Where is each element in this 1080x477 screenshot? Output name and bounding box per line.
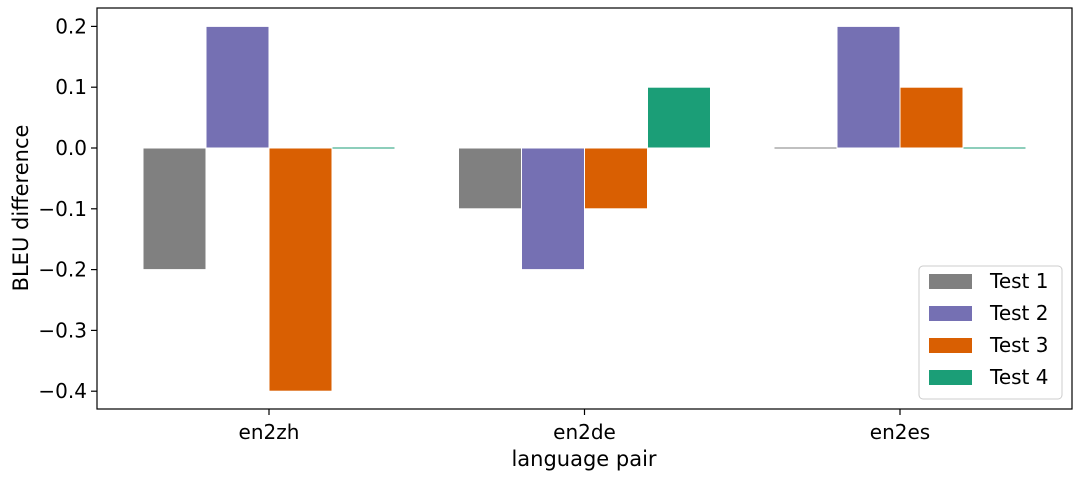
bars-layer	[142, 25, 1027, 392]
y-tick-label: −0.2	[38, 258, 87, 282]
bar-test-3-en2zh	[268, 147, 333, 392]
bar-test-1-en2zh	[142, 147, 207, 271]
y-tick-label: 0.0	[55, 136, 87, 160]
legend-swatch-test-3	[929, 338, 972, 353]
bar-test-3-en2es	[899, 86, 964, 149]
legend-swatch-test-2	[929, 306, 972, 321]
x-tick-label: en2es	[870, 420, 930, 444]
axes-layer: −0.4 −0.3 −0.2 −0.1 0.0 0.1 0.2 en2zh en2de en2es	[38, 7, 1073, 444]
x-axis-label: language pair	[511, 447, 656, 471]
legend-swatch-test-1	[929, 274, 972, 289]
bar-test-2-en2es	[836, 25, 901, 149]
y-axis-label: BLEU difference	[9, 125, 33, 292]
bar-test-1-en2de	[458, 147, 522, 210]
legend-label-test-3: Test 3	[989, 333, 1048, 357]
bar-test-2-en2zh	[205, 25, 270, 149]
x-tick-label: en2zh	[239, 420, 300, 444]
x-tick-label: en2de	[553, 420, 616, 444]
legend-label-test-4: Test 4	[989, 365, 1048, 389]
bar-test-4-en2zh	[331, 146, 396, 150]
legend-label-test-2: Test 2	[989, 301, 1048, 325]
bar-test-2-en2de	[521, 147, 585, 271]
bar-test-3-en2de	[584, 147, 648, 210]
bar-test-4-en2es	[962, 146, 1027, 150]
legend-box	[918, 265, 1063, 400]
y-tick-label: 0.2	[55, 14, 87, 38]
y-tick-label: −0.1	[38, 197, 87, 221]
legend-swatch-test-4	[929, 370, 972, 385]
legend-label-test-1: Test 1	[989, 269, 1048, 293]
y-tick-label: −0.4	[38, 379, 87, 403]
y-tick-label: −0.3	[38, 318, 87, 342]
legend: Test 1 Test 2 Test 3 Test 4	[918, 265, 1063, 400]
bar-test-4-en2de	[647, 86, 711, 149]
y-tick-label: 0.1	[55, 75, 87, 99]
bar-test-1-en2es	[773, 146, 838, 150]
